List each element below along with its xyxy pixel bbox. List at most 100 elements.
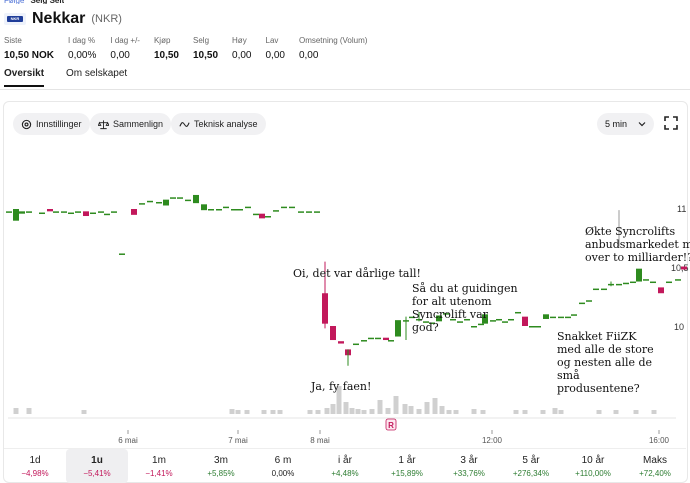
volume-bar-4 [235, 410, 241, 414]
volume-bar-29 [453, 410, 459, 414]
x-tick-label: 6 mai [118, 436, 138, 445]
period-9[interactable]: 10 år +110,00% [562, 449, 624, 483]
period-change: −1,41% [145, 469, 173, 478]
candle-43 [338, 341, 344, 344]
period-label: 6 m [274, 455, 292, 466]
candle-80 [593, 288, 599, 291]
candle-63 [478, 323, 484, 326]
x-tick-label: 7 mai [228, 436, 248, 445]
period-change: 0,00% [271, 469, 295, 478]
candle-67 [502, 321, 508, 323]
candle-53 [409, 316, 415, 319]
candle-62 [471, 326, 477, 328]
volume-bar-27 [439, 406, 445, 414]
fullscreen-icon[interactable] [664, 116, 678, 130]
interval-select[interactable]: 5 min [597, 113, 654, 135]
gear-icon [21, 119, 32, 129]
period-6[interactable]: 1 år +15,89% [376, 449, 438, 483]
candle-65 [490, 320, 496, 322]
candle-4 [39, 212, 45, 215]
candle-75 [558, 316, 564, 319]
candle-34 [265, 216, 271, 218]
candle-86 [636, 268, 642, 282]
volume-bar-9 [307, 410, 313, 414]
report-marker [385, 418, 397, 431]
chevron-down-icon [638, 122, 646, 127]
candle-70 [522, 316, 528, 326]
candle-45 [353, 343, 359, 346]
period-label: 1m [152, 455, 166, 466]
volume-bar-38 [613, 410, 619, 414]
candle-47 [368, 337, 374, 340]
period-4[interactable]: 6 m 0,00% [252, 449, 314, 483]
trend-line-icon [179, 121, 190, 127]
candle-50 [388, 340, 394, 342]
y-tick-label: 10 [674, 322, 684, 332]
volume-bar-21 [393, 396, 399, 414]
period-change: +110,00% [575, 469, 611, 478]
period-8[interactable]: 5 år +276,34% [500, 449, 562, 483]
period-10[interactable]: Maks +72,40% [624, 449, 686, 483]
period-0[interactable]: 1d −4,98% [4, 449, 66, 483]
stat-low: Lav 0,00 [265, 36, 285, 61]
volume-bar-24 [416, 409, 422, 414]
period-7[interactable]: 3 år +33,76% [438, 449, 500, 483]
volume-bar-30 [471, 409, 477, 414]
candle-72 [535, 326, 541, 328]
candle-27 [216, 209, 222, 211]
period-5[interactable]: i år +4,48% [314, 449, 376, 483]
volume-bar-2 [81, 410, 87, 414]
period-label: 1d [29, 455, 41, 466]
scale-icon [98, 119, 109, 129]
settings-button[interactable]: Innstillinger [13, 113, 90, 135]
candle-61 [464, 318, 470, 321]
volume-bar-37 [596, 410, 602, 414]
candle-48 [375, 337, 381, 340]
candle-22 [177, 197, 183, 199]
candle-42 [330, 326, 336, 341]
candle-71 [529, 326, 535, 328]
compare-button[interactable]: Sammenlign [90, 113, 172, 135]
period-change: +5,85% [207, 469, 235, 478]
volume-bar-23 [408, 406, 414, 414]
candle-81 [601, 288, 607, 291]
period-label: 10 år [581, 455, 605, 466]
candle-35 [273, 210, 279, 212]
candle-12 [98, 211, 104, 213]
candle-91 [675, 279, 681, 281]
tabs-divider [0, 89, 690, 90]
candle-32 [253, 213, 259, 216]
candle-77 [571, 314, 577, 316]
volume-bar-13 [336, 386, 342, 414]
volume-bar-14 [343, 402, 349, 414]
tab-about-company[interactable]: Om selskapet [66, 68, 128, 79]
period-2[interactable]: 1m −1,41% [128, 449, 190, 483]
period-change: +276,34% [512, 469, 550, 478]
volume-bar-28 [446, 410, 452, 414]
stat-bid: Kjøp 10,50 [153, 36, 179, 61]
report-marker-label: R [388, 421, 394, 430]
tab-overview[interactable]: Oversikt [4, 68, 45, 87]
period-3[interactable]: 3m +5,85% [190, 449, 252, 483]
volume-bar-25 [424, 402, 430, 414]
last-price-marker [681, 266, 687, 270]
candle-56 [429, 322, 435, 324]
stat-high: Høy 0,00 [232, 36, 252, 61]
candle-9 [75, 211, 81, 213]
candle-19 [156, 201, 162, 204]
candle-36 [281, 206, 287, 209]
volume-bar-12 [330, 404, 336, 414]
technical-analysis-button[interactable]: Teknisk analyse [171, 113, 266, 135]
volume-bar-31 [480, 410, 486, 414]
volume-bar-17 [361, 410, 367, 414]
volume-bar-33 [522, 410, 528, 414]
period-change: −4,98% [21, 469, 49, 478]
x-tick-label: 16:00 [649, 436, 670, 445]
volume-bar-22 [402, 404, 408, 414]
period-1[interactable]: 1u −5,41% [66, 449, 128, 483]
period-label: 1 år [398, 455, 416, 466]
candle-1 [13, 209, 19, 221]
candle-57 [436, 315, 442, 322]
candle-85 [630, 281, 636, 284]
